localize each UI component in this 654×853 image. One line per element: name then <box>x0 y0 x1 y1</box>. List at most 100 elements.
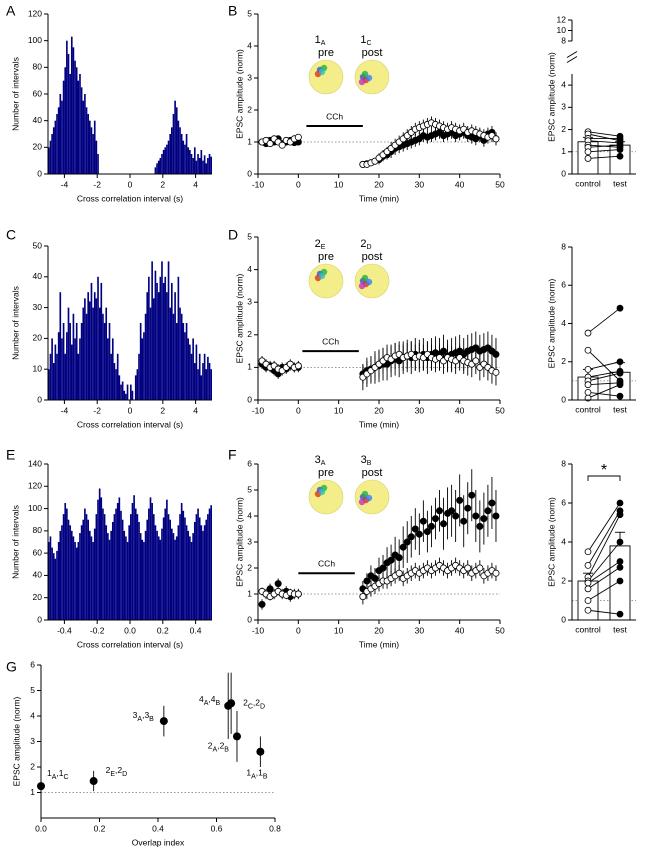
x-tick-label: 0.0 <box>124 625 136 635</box>
histogram-bar <box>174 539 176 620</box>
histogram-bar <box>115 508 117 620</box>
histogram-bar <box>162 282 165 400</box>
histogram-bar <box>164 508 167 620</box>
histogram-bar <box>92 307 94 400</box>
data-point <box>232 732 241 741</box>
histogram-bar <box>97 276 99 400</box>
inset-id: 1C <box>360 34 371 47</box>
histogram-bar <box>203 155 206 174</box>
x-tick-label: 0.2 <box>157 625 169 635</box>
data-point <box>278 141 286 149</box>
x-tick-label: 0.0 <box>35 823 47 833</box>
y-tick-label: 100 <box>28 35 42 45</box>
histogram-bar <box>205 369 208 400</box>
place-field-spot <box>318 488 326 496</box>
y-axis-label: Number of intervals <box>10 505 20 579</box>
stimulus-label: CCh <box>318 558 335 568</box>
x-tick-label: 4 <box>193 405 198 415</box>
point-label: 4A,4B <box>199 694 221 707</box>
pair-line <box>587 149 621 153</box>
histogram-bar <box>141 539 144 620</box>
histogram-bar <box>152 298 155 400</box>
data-point <box>616 381 624 389</box>
histogram-bar <box>82 307 85 400</box>
histogram-bar <box>102 508 104 620</box>
pair-line <box>587 561 621 584</box>
stimulus-label: CCh <box>322 336 339 346</box>
histogram-bar <box>51 134 53 174</box>
histogram-bar <box>105 307 108 400</box>
x-tick-label: -0.4 <box>57 625 72 635</box>
histogram-bar <box>159 276 162 400</box>
panel-letter: A <box>6 3 16 19</box>
x-axis-label: Time (min) <box>359 419 399 429</box>
place-field-spot <box>361 490 369 498</box>
histogram-bar <box>126 384 129 400</box>
inset-id: 3A <box>315 454 326 467</box>
x-tick-label: 50 <box>495 625 505 635</box>
y-tick-label: 4 <box>247 40 252 50</box>
histogram-bar <box>154 167 157 174</box>
histogram-bar <box>138 521 140 620</box>
y-tick-label: 20 <box>33 592 43 602</box>
y-tick-label: 4 <box>247 264 252 274</box>
histogram-bar <box>184 517 186 620</box>
data-point <box>363 577 371 585</box>
histogram-bar <box>54 120 57 174</box>
y-tick-label: 0 <box>561 168 566 178</box>
y-tick-label: 1 <box>247 362 252 372</box>
histogram-bar <box>120 510 122 620</box>
histogram-bar <box>84 94 86 174</box>
histogram-bar <box>161 528 163 620</box>
histogram-bar <box>107 533 109 620</box>
x-tick-label: 40 <box>455 179 465 189</box>
y-tick-label: 4 <box>561 79 566 89</box>
histogram-bar <box>180 503 183 620</box>
x-tick-label: test <box>613 178 627 188</box>
y-tick-label: 20 <box>33 142 43 152</box>
histogram-bar <box>123 390 126 400</box>
histogram-bar <box>72 47 75 175</box>
histogram-bar <box>167 140 170 174</box>
data-point <box>584 381 592 389</box>
pair-line <box>587 580 621 601</box>
histogram-bar <box>189 344 191 400</box>
data-point <box>266 585 274 593</box>
data-point <box>584 579 592 587</box>
histogram-bar <box>179 514 181 620</box>
histogram-bar <box>103 514 106 620</box>
y-tick-label: 4 <box>30 710 35 720</box>
histogram-bar <box>149 497 152 620</box>
data-point <box>427 522 435 530</box>
histogram-bar <box>193 147 196 174</box>
data-point <box>415 530 423 538</box>
histogram-bar <box>51 547 53 620</box>
data-point <box>452 512 460 520</box>
histogram-bar <box>180 134 183 174</box>
histogram-bar <box>208 508 211 620</box>
inset-label: pre <box>318 467 334 479</box>
data-point <box>256 747 265 756</box>
histogram-bar <box>74 338 76 400</box>
histogram-bar <box>89 530 91 620</box>
histogram-bar <box>69 323 71 400</box>
histogram-bar <box>59 292 62 400</box>
histogram-bar <box>89 301 91 400</box>
x-tick-label: control <box>575 404 601 414</box>
y-tick-label: 8 <box>561 458 566 468</box>
histogram-bar <box>110 530 112 620</box>
histogram-bar <box>77 80 80 174</box>
histogram-bar <box>111 338 114 400</box>
y-tick-label: 0 <box>247 168 252 178</box>
histogram-bar <box>166 292 168 400</box>
histogram-bar <box>95 298 98 400</box>
histogram-bar <box>116 503 119 620</box>
data-point <box>399 543 407 551</box>
stimulus-label: CCh <box>326 111 343 121</box>
histogram-bar <box>164 147 167 174</box>
histogram-bar <box>93 120 96 174</box>
x-tick-label: 0.6 <box>211 823 223 833</box>
histogram-bar <box>49 140 52 174</box>
histogram-bar <box>66 40 68 174</box>
histogram-bar <box>69 525 71 620</box>
